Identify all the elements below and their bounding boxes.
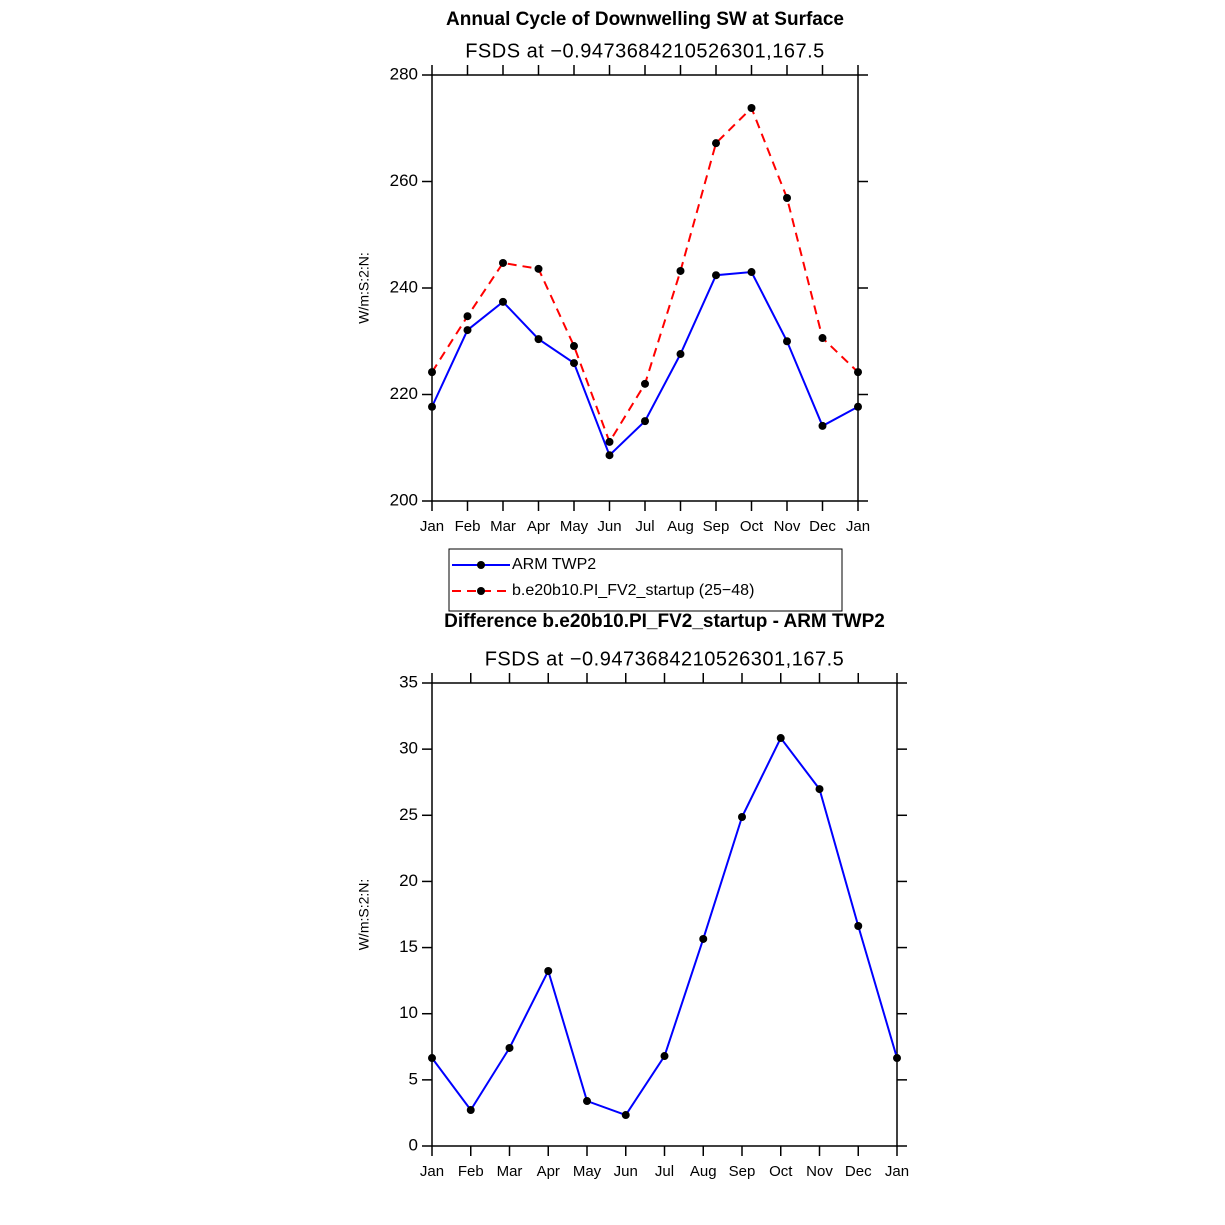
- chart-title: Difference b.e20b10.PI_FV2_startup - ARM…: [444, 611, 885, 632]
- legend-box: [448, 548, 843, 612]
- data-point: [466, 1106, 475, 1115]
- data-point: [570, 342, 578, 351]
- y-tick-label: 25: [399, 805, 418, 824]
- x-tick-label: Jul: [635, 518, 654, 535]
- x-tick-label: Aug: [690, 1163, 717, 1180]
- data-point: [818, 334, 827, 343]
- x-tick-label: Sep: [729, 1163, 756, 1180]
- x-tick-label: Apr: [537, 1163, 560, 1180]
- y-tick-label: 0: [409, 1135, 418, 1154]
- legend-label: ARM TWP2: [512, 556, 596, 573]
- y-tick-label: 30: [399, 739, 418, 758]
- data-point: [893, 1054, 901, 1063]
- data-point: [621, 1111, 630, 1120]
- data-point: [505, 1043, 514, 1052]
- data-point: [783, 194, 791, 203]
- data-point: [499, 258, 507, 267]
- x-tick-label: Jan: [885, 1163, 909, 1180]
- data-point: [747, 104, 756, 113]
- x-tick-label: Dec: [809, 518, 836, 535]
- data-point: [570, 359, 578, 368]
- data-point: [605, 451, 614, 460]
- x-tick-label: Dec: [845, 1163, 872, 1180]
- x-tick-label: May: [573, 1163, 602, 1180]
- data-point: [641, 417, 649, 426]
- series-line: [431, 270, 859, 457]
- data-point: [534, 335, 543, 344]
- legend-marker: [477, 561, 485, 569]
- x-tick-label: Oct: [740, 518, 764, 535]
- y-tick-label: 220: [390, 384, 418, 403]
- data-point: [660, 1052, 669, 1061]
- chart-subtitle: FSDS at −0.9473684210526301,167.5: [465, 40, 825, 62]
- x-tick-label: Nov: [806, 1163, 833, 1180]
- data-point: [783, 337, 791, 346]
- x-tick-label: Mar: [490, 518, 516, 535]
- y-tick-label: 240: [390, 277, 418, 296]
- x-tick-label: Feb: [455, 518, 481, 535]
- y-tick-label: 280: [390, 64, 418, 83]
- x-tick-label: Jan: [846, 518, 870, 535]
- y-tick-label: 260: [390, 171, 418, 190]
- data-point: [854, 922, 863, 931]
- y-tick-label: 20: [399, 871, 418, 890]
- data-point: [534, 264, 543, 273]
- y-tick-label: 15: [399, 937, 418, 956]
- x-tick-label: Jan: [420, 1163, 444, 1180]
- data-point: [776, 734, 785, 743]
- data-point: [854, 368, 862, 377]
- y-tick-label: 200: [390, 490, 418, 509]
- x-tick-label: Jul: [655, 1163, 674, 1180]
- data-point: [818, 421, 827, 430]
- data-point: [428, 1054, 436, 1063]
- data-point: [747, 268, 756, 277]
- y-tick-label: 35: [399, 672, 418, 691]
- plot-frame: [431, 74, 859, 502]
- plot-frame: [431, 682, 898, 1147]
- y-tick-label: 10: [399, 1003, 418, 1022]
- x-tick-label: Jun: [597, 518, 621, 535]
- data-point: [854, 402, 862, 411]
- series-line: [431, 106, 859, 445]
- x-tick-label: Jun: [614, 1163, 638, 1180]
- data-point: [738, 813, 746, 822]
- legend: ARM TWP2 b.e20b10.PI_FV2_startup (25−48): [448, 548, 843, 612]
- x-tick-label: Nov: [774, 518, 801, 535]
- chart-subtitle: FSDS at −0.9473684210526301,167.5: [485, 648, 845, 670]
- x-tick-label: Mar: [497, 1163, 523, 1180]
- data-point: [428, 368, 436, 377]
- x-tick-label: May: [560, 518, 589, 535]
- chart-title: Annual Cycle of Downwelling SW at Surfac…: [446, 9, 844, 30]
- data-point: [676, 266, 685, 275]
- data-point: [605, 437, 614, 446]
- x-tick-label: Apr: [527, 518, 550, 535]
- y-axis-label: W/m:S:2:N:: [356, 879, 372, 951]
- legend-label: b.e20b10.PI_FV2_startup (25−48): [512, 582, 754, 599]
- data-point: [428, 402, 436, 411]
- data-point: [815, 785, 824, 794]
- data-point: [463, 326, 472, 335]
- data-point: [499, 297, 507, 306]
- data-point: [712, 271, 720, 280]
- legend-marker: [477, 587, 485, 595]
- data-point: [463, 312, 472, 321]
- data-point: [699, 934, 708, 943]
- y-axis-label: W/m:S:2:N:: [356, 252, 372, 324]
- y-tick-label: 5: [409, 1069, 418, 1088]
- data-point: [676, 350, 685, 359]
- data-point: [712, 139, 720, 148]
- x-tick-label: Feb: [458, 1163, 484, 1180]
- data-point: [641, 379, 649, 388]
- data-point: [544, 966, 553, 975]
- x-tick-label: Oct: [769, 1163, 793, 1180]
- x-tick-label: Jan: [420, 518, 444, 535]
- x-tick-label: Aug: [667, 518, 694, 535]
- x-tick-label: Sep: [703, 518, 730, 535]
- data-point: [583, 1097, 591, 1106]
